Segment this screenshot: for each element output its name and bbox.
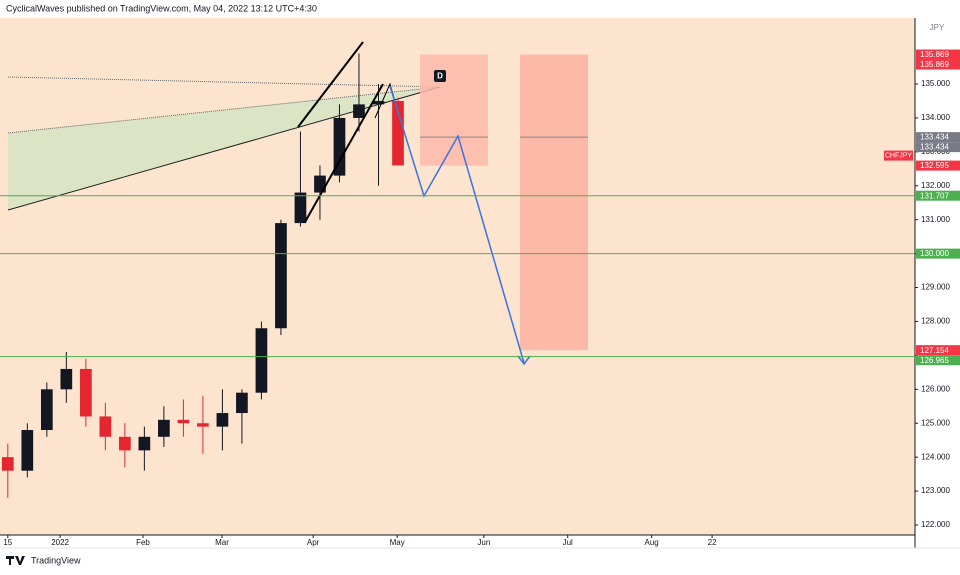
candle-body [119,436,131,451]
price-label: 131.707 [920,191,949,200]
candle-body [353,104,365,118]
footer: TradingView [31,555,81,565]
y-tick-label: 128.000 [921,317,950,326]
x-tick-label: Jul [563,538,573,547]
candle-body [60,368,73,390]
candle-body [1,457,14,471]
candle-body [333,117,346,176]
x-tick-label: Apr [307,538,320,547]
price-label: 135.869 [920,60,949,69]
target-box [520,54,588,351]
candle-body [40,389,53,431]
price-tag [916,160,960,171]
y-tick-label: 129.000 [921,283,950,292]
price-tag [916,345,960,356]
candle-body [197,423,209,427]
candle-body [255,328,268,393]
flag-line [297,41,364,128]
price-tag [916,190,960,201]
y-tick-label: 131.000 [921,215,950,224]
price-label: 133.434 [920,133,949,142]
price-tag [916,132,960,143]
price-tag [916,142,960,153]
price-tag [916,59,960,70]
candle-body [275,223,287,329]
y-tick-label: 132.000 [921,181,950,190]
price-label: 135.869 [920,50,949,59]
currency: JPY [930,23,945,32]
y-tick-label: 122.000 [921,520,950,529]
projection-path [389,85,525,364]
target-box [420,54,488,166]
y-tick-label: 123.000 [921,486,950,495]
y-tick-label: 134.000 [921,113,950,122]
flag-line [304,83,384,223]
candle-body [314,175,326,193]
candle-body [79,368,92,417]
price-label: 126.965 [920,356,949,365]
price-label: 132.595 [920,161,949,170]
x-tick-label: 2022 [51,538,69,547]
price-label: 127.154 [920,346,949,355]
x-tick-label: 15 [3,538,12,547]
symbol-tag [884,150,913,161]
x-tick-label: 22 [708,538,717,547]
projection-arrow [517,355,531,366]
x-tick-label: Feb [136,538,150,547]
candle-body [158,419,170,437]
annotation-box [434,70,446,82]
boxes [420,54,588,351]
candles [1,53,404,498]
x-tick-label: Aug [645,538,659,547]
x-tick-label: Jun [477,538,490,547]
y-tick-label: 135.000 [921,79,950,88]
wedge-bottom [7,86,441,211]
candle-body [294,192,307,224]
dotted-line [7,76,441,88]
candle-body [21,430,34,471]
y-tick-label: 125.000 [921,418,950,427]
wedge-top [7,86,441,134]
candle-body [138,436,151,451]
candle-body [177,419,190,424]
symbol: CHFJPY [885,152,913,159]
candle-body [236,392,248,414]
annotation: D [437,72,443,81]
y-tick-label: 126.000 [921,384,950,393]
candle-body [216,413,229,427]
header: CyclicalWaves published on TradingView.c… [6,3,317,13]
candle-body [372,100,385,105]
candle-body [99,416,112,437]
price-tag [916,49,960,60]
logo [6,556,25,565]
x-tick-label: May [390,538,405,547]
price-label: 133.434 [920,143,949,152]
price-tag [916,248,960,259]
price-label: 130.000 [920,249,949,258]
y-tick-label: 124.000 [921,452,950,461]
price-tag [916,355,960,366]
candle-body [392,100,404,166]
x-tick-label: Mar [215,538,229,547]
